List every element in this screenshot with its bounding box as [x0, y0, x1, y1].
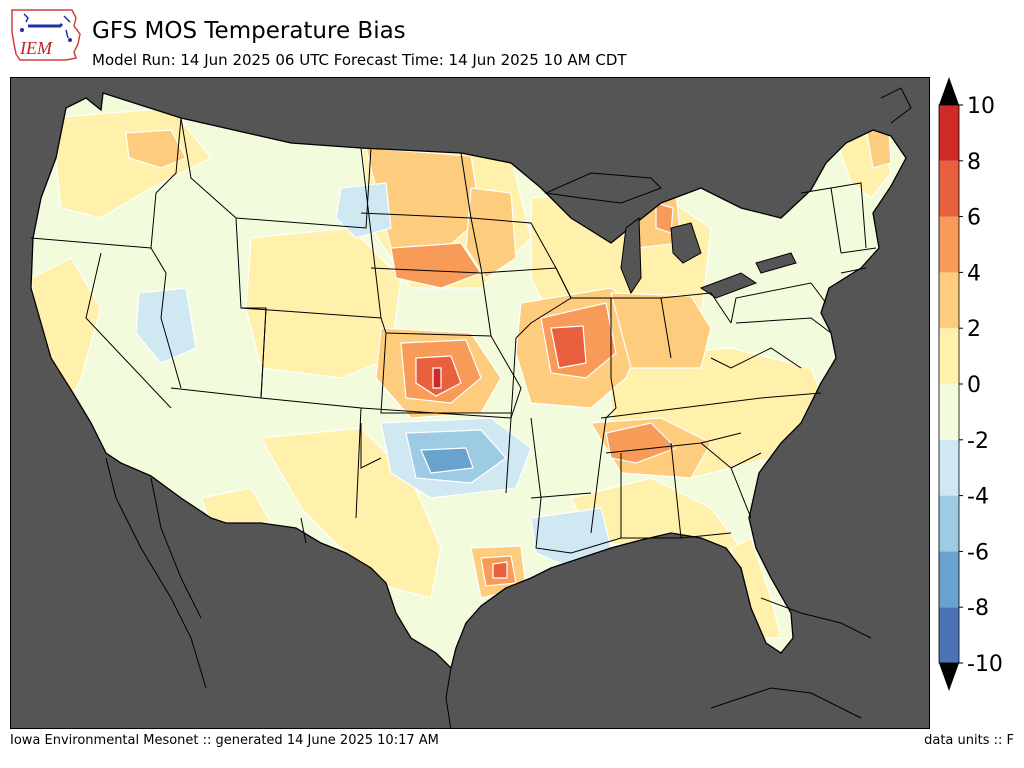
map-panel — [10, 77, 930, 729]
colorbar-bin — [939, 439, 959, 496]
colorbar-tick-label: -2 — [967, 429, 989, 454]
map-title: GFS MOS Temperature Bias — [92, 18, 406, 44]
great-lakes — [544, 172, 797, 299]
colorbar-bin — [939, 384, 959, 440]
colorbar-bin — [939, 105, 959, 161]
colorbar-bin — [939, 216, 959, 273]
colorbar-tick-label: -10 — [967, 652, 1003, 677]
footer-generated: Iowa Environmental Mesonet :: generated … — [10, 733, 439, 748]
colorbar-extend-max — [939, 77, 959, 105]
state-boundaries — [30, 117, 877, 554]
colorbar-bin — [939, 551, 959, 608]
colorbar-tick-label: 0 — [967, 373, 981, 398]
colorbar-tick-label: 8 — [967, 150, 981, 175]
colorbar-tick-label: -6 — [967, 540, 989, 565]
map-subtitle: Model Run: 14 Jun 2025 06 UTC Forecast T… — [92, 51, 627, 69]
colorbar-bin — [939, 495, 959, 552]
coastline — [30, 92, 907, 670]
colorbar-tick-label: 10 — [967, 94, 995, 119]
neighbor-outlines — [105, 87, 912, 728]
colorbar-bin — [939, 328, 959, 384]
colorbar-extend-min — [939, 663, 959, 691]
iem-logo: IEM — [6, 4, 88, 64]
colorbar-tick-label: 2 — [967, 317, 981, 342]
colorbar-tick-label: -8 — [967, 596, 989, 621]
colorbar-bin — [939, 272, 959, 329]
colorbar-tick-label: 6 — [967, 206, 981, 231]
colorbar: 10 8 6 4 2 0 -2 -4 -6 -8 -10 — [936, 72, 1024, 698]
colorbar-tick-label: 4 — [967, 261, 981, 286]
footer-units: data units :: F — [924, 733, 1014, 748]
logo-text: IEM — [19, 38, 53, 58]
colorbar-bin — [939, 607, 959, 663]
colorbar-bin — [939, 160, 959, 217]
colorbar-tick-label: -4 — [967, 485, 989, 510]
